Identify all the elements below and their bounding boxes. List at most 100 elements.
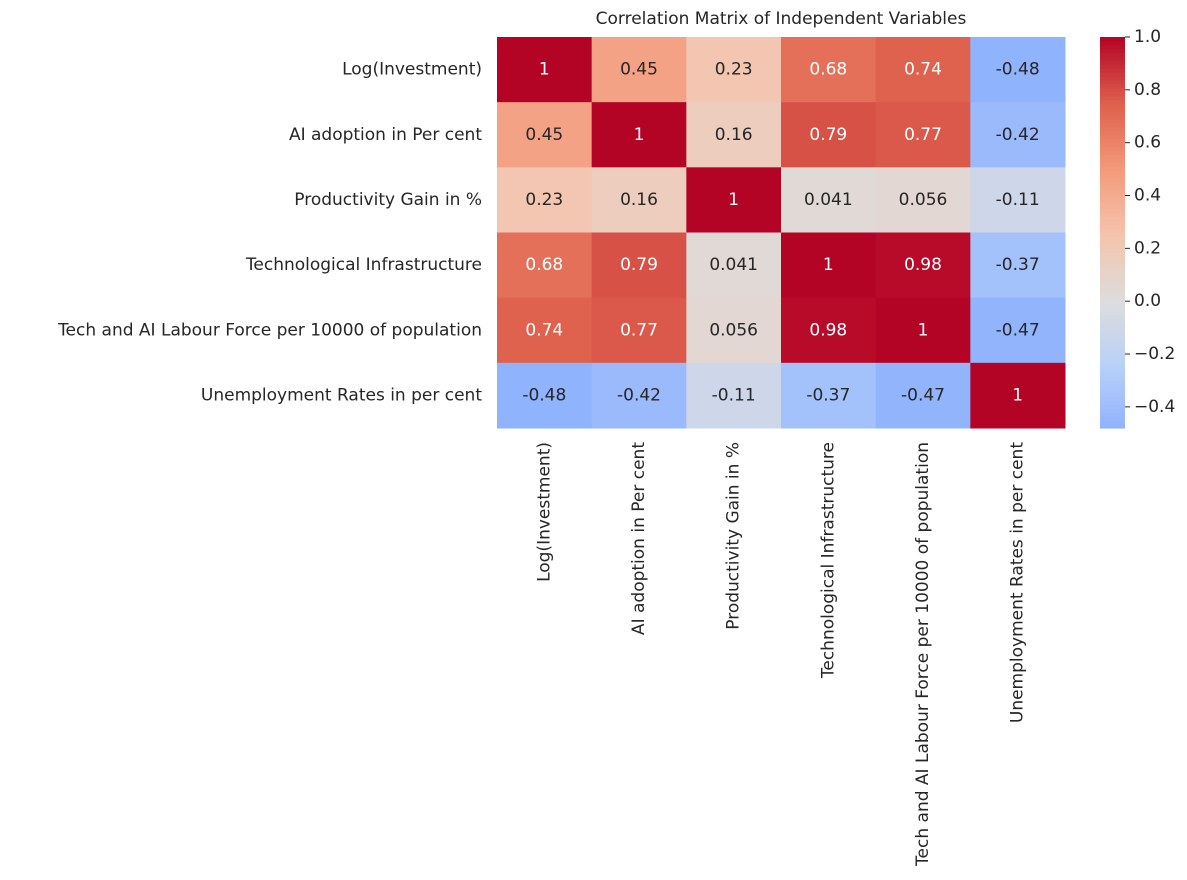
colorbar-segment bbox=[1100, 216, 1125, 222]
heatmap-cell bbox=[686, 37, 782, 103]
colorbar-tick-label: 0.8 bbox=[1134, 80, 1161, 100]
colorbar-tick-label: 0.2 bbox=[1134, 238, 1161, 258]
colorbar-segment bbox=[1100, 87, 1125, 93]
colorbar-segment bbox=[1100, 302, 1125, 308]
y-tick-label: Unemployment Rates in per cent bbox=[201, 385, 482, 405]
colorbar-segment bbox=[1100, 275, 1125, 281]
colorbar-segment bbox=[1100, 138, 1125, 144]
heatmap-cell bbox=[686, 297, 782, 364]
cell-label: 0.45 bbox=[620, 60, 658, 80]
cell-label: 0.77 bbox=[620, 320, 658, 340]
colorbar-segment bbox=[1100, 115, 1125, 120]
cell-label: 0.041 bbox=[709, 255, 758, 275]
colorbar-segment bbox=[1100, 111, 1125, 116]
cell-label: 0.16 bbox=[620, 190, 658, 210]
colorbar-segment bbox=[1100, 177, 1125, 183]
cell-label: 0.68 bbox=[525, 255, 563, 275]
colorbar-segment bbox=[1100, 416, 1125, 421]
colorbar-segment bbox=[1100, 224, 1125, 230]
colorbar-segment bbox=[1100, 205, 1125, 210]
colorbar-segment bbox=[1100, 150, 1125, 155]
y-tick-label: Technological Infrastructure bbox=[245, 255, 482, 275]
colorbar-segment bbox=[1100, 212, 1125, 218]
colorbar-segment bbox=[1100, 64, 1125, 69]
colorbar-segment bbox=[1100, 80, 1125, 85]
y-tick-label: Log(Investment) bbox=[342, 60, 482, 80]
colorbar-segment bbox=[1100, 76, 1125, 81]
colorbar-segment bbox=[1100, 107, 1125, 112]
colorbar-segment bbox=[1100, 353, 1125, 359]
colorbar-segment bbox=[1100, 193, 1125, 198]
colorbar-segment bbox=[1100, 279, 1125, 284]
colorbar-segment bbox=[1100, 52, 1125, 58]
colorbar-segment bbox=[1100, 103, 1125, 108]
colorbar-segment bbox=[1100, 240, 1125, 245]
heatmap-cell bbox=[686, 102, 782, 168]
colorbar-segment bbox=[1100, 158, 1125, 163]
colorbar-segment bbox=[1100, 228, 1125, 234]
colorbar-segment bbox=[1100, 259, 1125, 265]
colorbar-segment bbox=[1100, 209, 1125, 214]
colorbar-segment bbox=[1100, 248, 1125, 253]
cell-label: 0.74 bbox=[525, 320, 563, 340]
colorbar-segment bbox=[1100, 146, 1125, 151]
colorbar-segment bbox=[1100, 126, 1125, 132]
heatmap-cell bbox=[591, 37, 687, 103]
cell-label: 0.056 bbox=[899, 190, 948, 210]
colorbar-segment bbox=[1100, 220, 1125, 226]
x-tick-label: Productivity Gain in % bbox=[724, 442, 744, 630]
colorbar-segment bbox=[1100, 338, 1125, 343]
colorbar-tick-label: 0.0 bbox=[1134, 291, 1161, 311]
colorbar-segment bbox=[1100, 271, 1125, 277]
cell-label: 1 bbox=[539, 60, 550, 80]
colorbar-segment bbox=[1100, 424, 1125, 429]
colorbar-segment bbox=[1100, 255, 1125, 261]
cell-label: -0.47 bbox=[901, 385, 945, 405]
colorbar-segment bbox=[1100, 392, 1125, 398]
colorbar-segment bbox=[1100, 318, 1125, 324]
heatmap-cell bbox=[781, 232, 877, 299]
cell-label: 0.74 bbox=[904, 60, 942, 80]
colorbar-segment bbox=[1100, 189, 1125, 194]
cell-label: 0.056 bbox=[709, 320, 758, 340]
cell-label: -0.48 bbox=[996, 60, 1040, 80]
colorbar-segment bbox=[1100, 267, 1125, 273]
colorbar-segment bbox=[1100, 314, 1125, 320]
heatmap-cell bbox=[875, 102, 971, 168]
cell-label: -0.37 bbox=[996, 255, 1040, 275]
colorbar-segment bbox=[1100, 134, 1125, 140]
heatmap-cell bbox=[875, 297, 971, 364]
heatmap-cell bbox=[497, 102, 593, 168]
heatmap-cell bbox=[875, 37, 971, 103]
cell-label: 0.45 bbox=[525, 125, 563, 145]
heatmap-cell bbox=[686, 232, 782, 299]
heatmap-cell bbox=[497, 297, 593, 364]
colorbar-tick-label: −0.2 bbox=[1134, 344, 1175, 364]
colorbar-tick-label: −0.4 bbox=[1134, 397, 1175, 417]
colorbar-segment bbox=[1100, 185, 1125, 191]
colorbar-segment bbox=[1100, 244, 1125, 249]
cell-label: 0.79 bbox=[809, 125, 847, 145]
heatmap-cell bbox=[781, 297, 877, 364]
colorbar-segment bbox=[1100, 400, 1125, 406]
cell-label: 1 bbox=[634, 125, 645, 145]
heatmap-cell bbox=[970, 362, 1066, 429]
cell-label: 0.98 bbox=[904, 255, 942, 275]
x-tick-label: Unemployment Rates in per cent bbox=[1008, 442, 1028, 723]
colorbar-segment bbox=[1100, 91, 1125, 97]
heatmap-cell bbox=[781, 37, 877, 103]
colorbar-segment bbox=[1100, 252, 1125, 257]
heatmap-cell bbox=[591, 232, 687, 299]
cell-label: 0.79 bbox=[620, 255, 658, 275]
heatmap-cell bbox=[970, 167, 1066, 233]
colorbar-segment bbox=[1100, 181, 1125, 187]
colorbar-segment bbox=[1100, 341, 1125, 347]
colorbar-segment bbox=[1100, 381, 1125, 386]
heatmap-cell bbox=[591, 102, 687, 168]
colorbar-segment bbox=[1100, 123, 1125, 128]
colorbar-segment bbox=[1100, 119, 1125, 124]
colorbar-segment bbox=[1100, 60, 1125, 65]
colorbar-segment bbox=[1100, 310, 1125, 316]
cell-label: -0.47 bbox=[996, 320, 1040, 340]
